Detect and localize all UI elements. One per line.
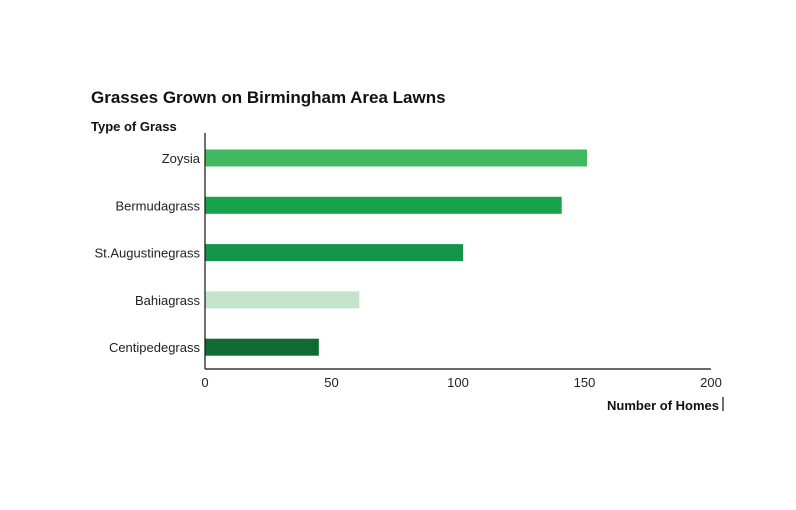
y-axis-label: Type of Grass	[91, 119, 177, 134]
category-labels: Zoysia Bermudagrass St.Augustinegrass Bahia…	[94, 151, 200, 355]
bars-group	[205, 149, 588, 356]
category-label: Centipedegrass	[109, 340, 201, 355]
category-label: Bahiagrass	[135, 293, 201, 308]
x-axis-label: Number of Homes	[607, 398, 719, 413]
category-label: St.Augustinegrass	[94, 246, 200, 261]
x-tick-label: 0	[201, 375, 208, 390]
category-label: Bermudagrass	[115, 198, 200, 213]
x-tick-labels: 0 50 100 150 200	[201, 375, 721, 390]
chart-title: Grasses Grown on Birmingham Area Lawns	[91, 88, 446, 107]
bar-st-augustinegrass	[205, 244, 464, 262]
x-tick-label: 200	[700, 375, 722, 390]
bar-bermudagrass	[205, 196, 562, 214]
bar-bahiagrass	[205, 291, 360, 309]
x-tick-label: 150	[574, 375, 596, 390]
x-tick-label: 50	[324, 375, 338, 390]
bar-zoysia	[205, 149, 588, 167]
x-tick-label: 100	[447, 375, 469, 390]
bar-centipedegrass	[205, 338, 319, 356]
category-label: Zoysia	[162, 151, 201, 166]
